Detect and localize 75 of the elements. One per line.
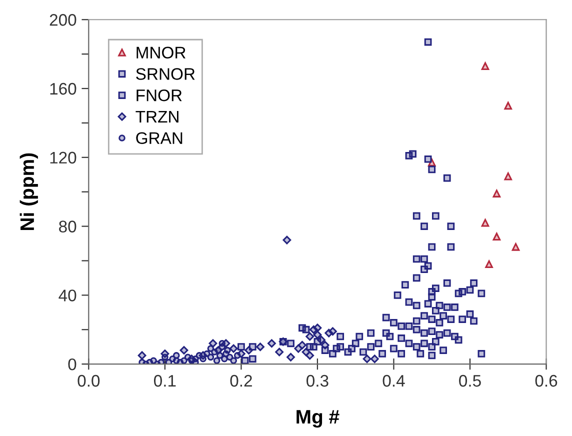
x-tick-label: 0.3 — [306, 374, 328, 387]
legend-label: SRNOR — [136, 68, 195, 80]
point — [218, 340, 226, 347]
point — [336, 343, 344, 351]
point — [172, 352, 180, 359]
point — [224, 346, 231, 354]
legend-label: GRAN — [136, 132, 182, 144]
point — [184, 354, 192, 361]
y-tick-label: 40 — [58, 290, 76, 302]
point — [320, 340, 330, 350]
point — [313, 324, 322, 332]
point — [256, 342, 264, 352]
point — [268, 339, 276, 348]
point — [282, 236, 292, 244]
point — [162, 354, 168, 361]
point — [352, 340, 360, 348]
x-axis-title: Mg # — [296, 410, 340, 428]
point — [310, 343, 318, 351]
legend-label: TRZN — [136, 111, 178, 122]
y-tick-label: 120 — [50, 152, 76, 164]
point — [158, 358, 165, 364]
point — [213, 357, 220, 364]
point — [328, 327, 337, 336]
point — [241, 356, 249, 364]
x-tick-label: 0.2 — [230, 374, 252, 387]
point — [306, 332, 314, 341]
point — [208, 339, 218, 348]
point — [138, 351, 146, 360]
point — [207, 354, 214, 361]
point — [428, 166, 436, 174]
legend-label: MNOR — [136, 46, 186, 59]
point — [492, 190, 501, 198]
point — [424, 38, 432, 46]
point — [286, 352, 295, 362]
point — [317, 336, 326, 344]
point — [244, 346, 254, 354]
point — [504, 172, 512, 180]
point — [306, 351, 314, 360]
x-tick-label: 0.1 — [154, 374, 176, 387]
point — [412, 212, 420, 220]
point — [512, 243, 520, 251]
y-tick-label: 200 — [50, 14, 76, 26]
point — [200, 355, 206, 362]
point — [294, 344, 303, 353]
point — [302, 326, 310, 334]
x-tick-label: 0.4 — [382, 374, 405, 387]
legend-label: FNOR — [136, 89, 182, 102]
point — [216, 352, 224, 359]
point — [207, 345, 214, 352]
point — [481, 62, 490, 70]
point — [481, 218, 490, 227]
y-tick-label: 160 — [50, 82, 76, 95]
point — [492, 232, 501, 241]
point — [192, 358, 199, 364]
point — [238, 343, 245, 351]
point — [229, 344, 238, 353]
point — [230, 357, 237, 364]
point — [287, 340, 294, 348]
point — [362, 354, 372, 364]
point — [275, 348, 284, 356]
y-tick-label: 80 — [59, 220, 76, 232]
x-tick-label: 0.0 — [78, 374, 100, 387]
point — [370, 354, 379, 364]
x-tick-label: 0.6 — [535, 374, 558, 387]
y-tick-label: 0 — [68, 358, 76, 370]
x-tick-label: 0.5 — [459, 374, 481, 387]
point — [313, 330, 322, 339]
point — [485, 260, 493, 268]
y-axis-title: Ni (ppm) — [20, 153, 38, 230]
point — [180, 346, 188, 354]
point — [329, 350, 336, 358]
point — [234, 352, 241, 359]
point — [248, 355, 256, 363]
point — [336, 332, 344, 340]
point — [504, 102, 512, 110]
